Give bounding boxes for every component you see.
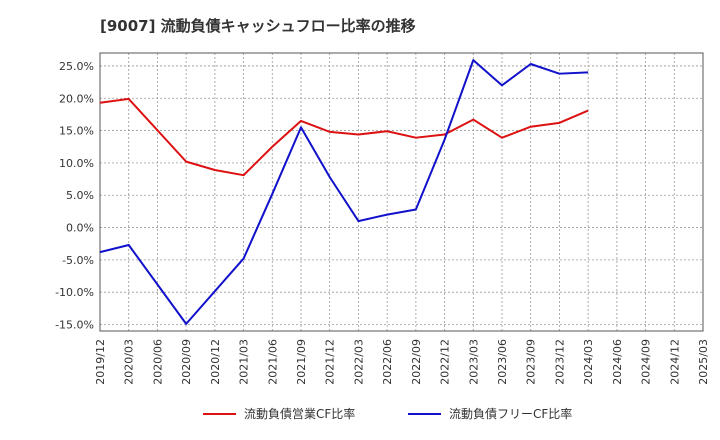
y-tick-label: -15.0% [55,319,94,332]
series-layer [99,59,589,325]
x-tick-label: 2020/09 [180,339,193,385]
legend-label-free-cf: 流動負債フリーCF比率 [449,406,572,421]
x-tick-label: 2021/06 [266,339,279,385]
y-tick-label: 10.0% [59,157,94,170]
x-tick-label: 2020/06 [151,339,164,385]
x-tick-label: 2021/12 [324,339,337,385]
y-tick-label: 25.0% [59,60,94,73]
x-axis-ticks: 2019/12 2020/03 2020/06 2020/09 2020/12 2021/… [94,339,710,385]
series-line-operating-cf [99,97,589,177]
x-tick-label: 2024/09 [640,339,653,385]
x-tick-label: 2023/09 [525,339,538,385]
x-tick-label: 2020/12 [209,339,222,385]
x-tick-label: 2022/12 [439,339,452,385]
x-tick-label: 2024/12 [668,339,681,385]
x-tick-label: 2023/12 [553,339,566,385]
plot-frame [99,52,704,332]
x-tick-label: 2022/09 [410,339,423,385]
x-tick-label: 2023/06 [496,339,509,385]
x-tick-label: 2020/03 [123,339,136,385]
y-tick-label: 5.0% [66,189,94,202]
x-tick-label: 2019/12 [94,339,107,385]
x-tick-label: 2021/03 [238,339,251,385]
y-tick-label: -10.0% [55,286,94,299]
y-tick-label: -5.0% [62,254,94,267]
legend: 流動負債営業CF比率 流動負債フリーCF比率 [203,406,572,421]
y-axis-ticks: 25.0% 20.0% 15.0% 10.0% 5.0% 0.0% -5.0% -10.0% -… [55,60,94,332]
legend-label-operating-cf: 流動負債営業CF比率 [244,406,355,421]
y-tick-label: 20.0% [59,92,94,105]
x-tick-label: 2022/06 [381,339,394,385]
x-tick-label: 2022/03 [352,339,365,385]
y-tick-label: 0.0% [66,222,94,235]
x-tick-label: 2024/03 [582,339,595,385]
x-tick-label: 2024/06 [611,339,624,385]
x-tick-label: 2021/09 [295,339,308,385]
grid-layer [99,53,704,331]
chart-title: [9007] 流動負債キャッシュフロー比率の推移 [100,17,416,35]
series-line-free-cf [99,59,589,325]
x-tick-label: 2023/03 [467,339,480,385]
y-tick-label: 15.0% [59,125,94,138]
x-tick-label: 2025/03 [697,339,710,385]
